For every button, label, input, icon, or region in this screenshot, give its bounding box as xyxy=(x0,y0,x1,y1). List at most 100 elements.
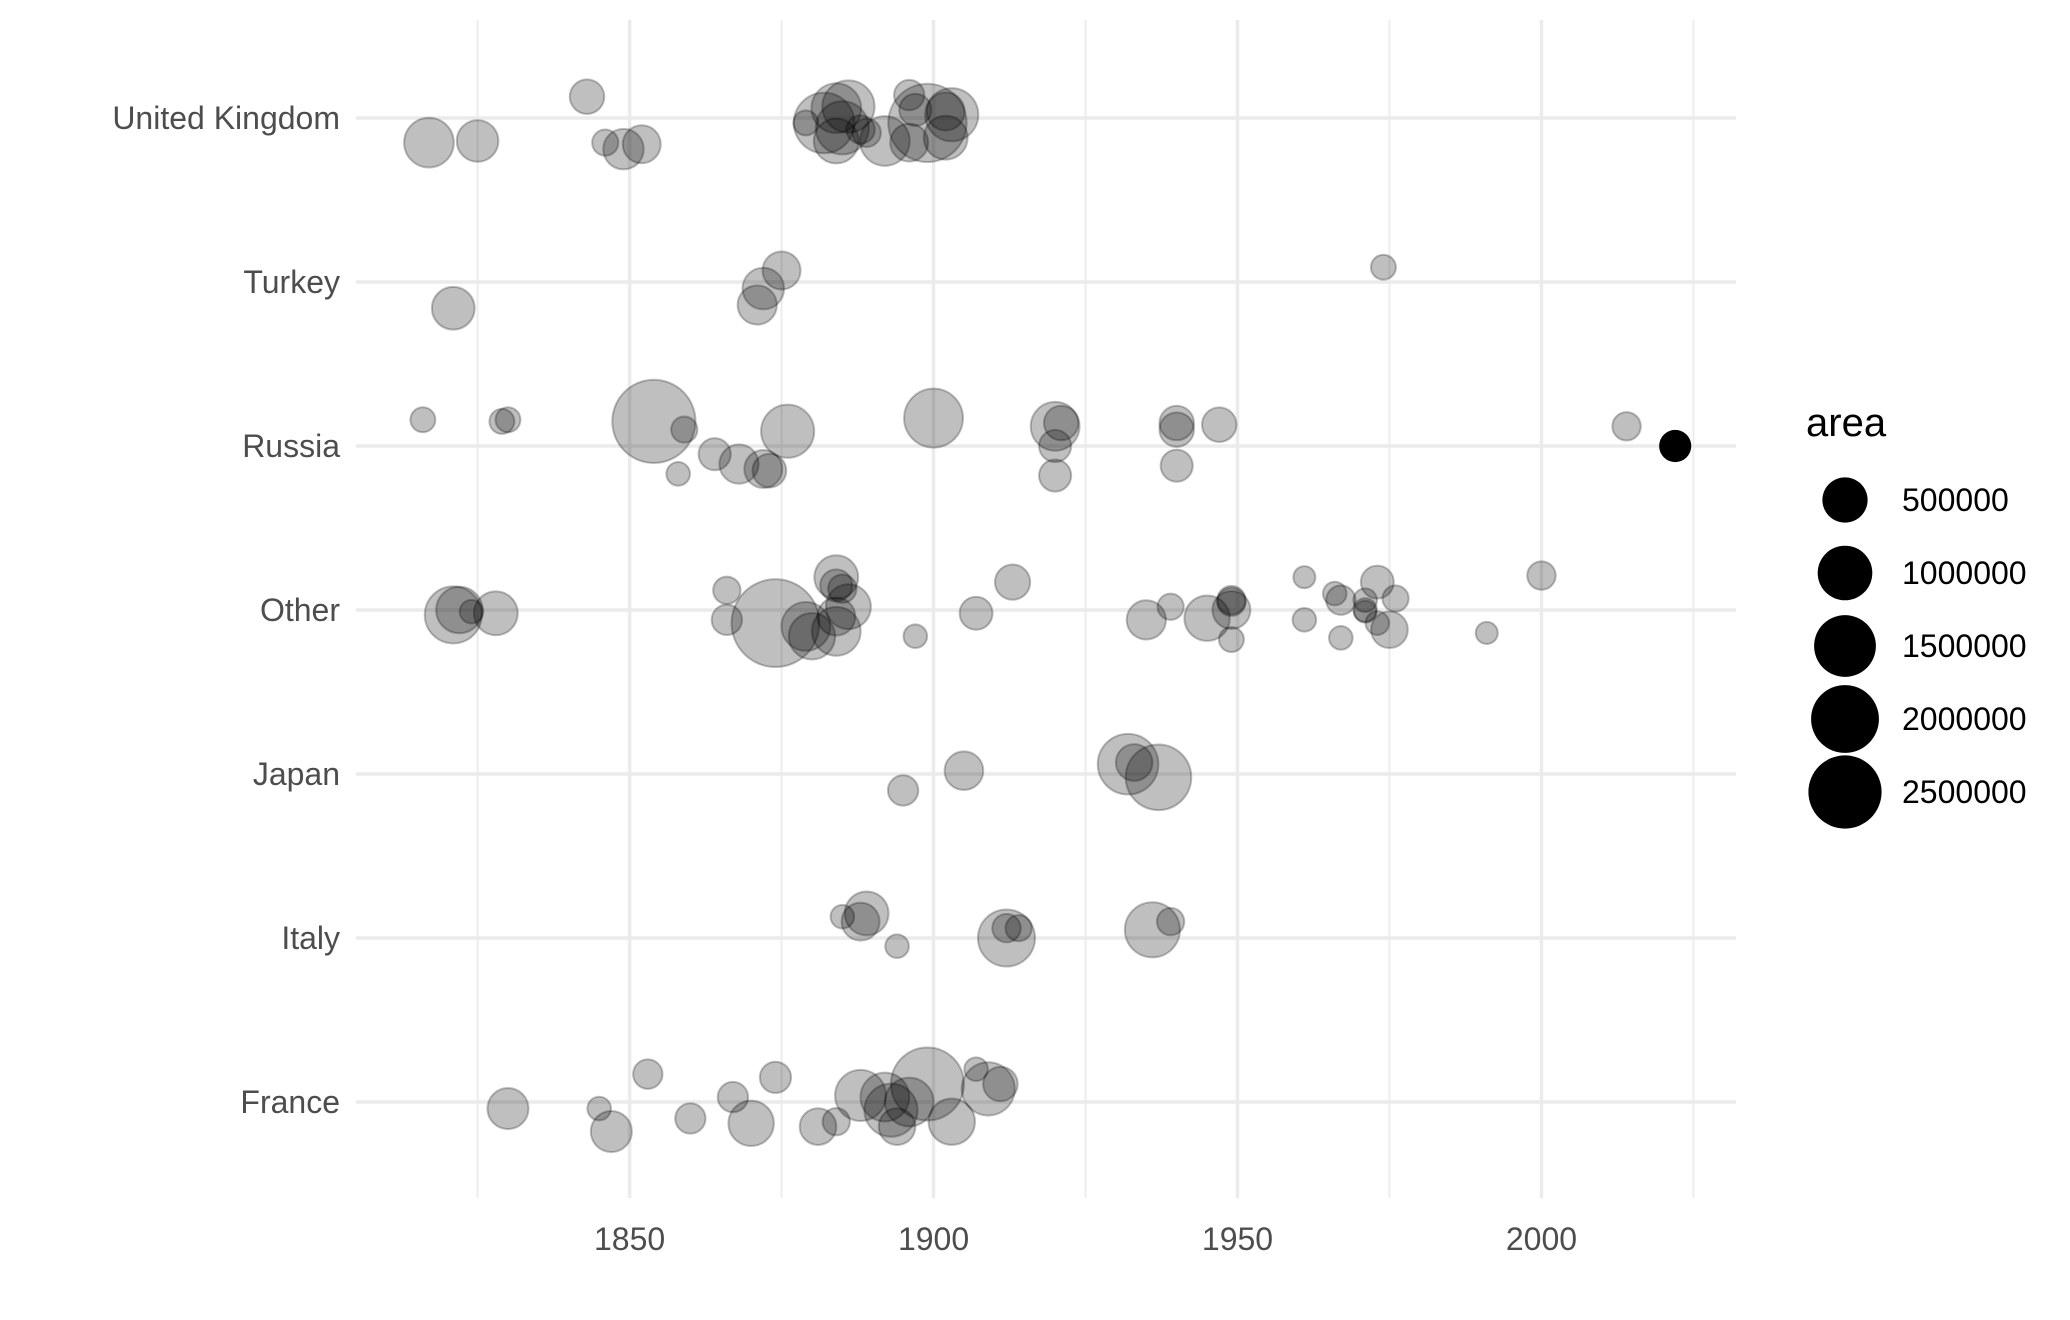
x-tick-label-2000: 2000 xyxy=(1506,1221,1577,1257)
data-point-26 xyxy=(1369,253,1397,281)
data-point-68 xyxy=(1156,592,1185,621)
y-tick-label-turkey: Turkey xyxy=(243,264,340,300)
data-point-111 xyxy=(821,1106,851,1137)
data-point-56 xyxy=(780,601,832,652)
data-point-37 xyxy=(760,403,816,459)
data-point-48 xyxy=(1659,429,1692,463)
data-point-58 xyxy=(813,554,860,601)
data-point-53 xyxy=(712,575,742,606)
data-point-107 xyxy=(716,1080,750,1114)
data-point-44 xyxy=(1158,411,1195,448)
data-point-96 xyxy=(884,933,910,960)
data-point-25 xyxy=(736,284,778,326)
data-point-30 xyxy=(611,378,697,465)
data-point-28 xyxy=(488,407,516,435)
data-point-112 xyxy=(834,1068,888,1122)
data-point-47 xyxy=(1611,411,1642,442)
data-point-50 xyxy=(435,585,484,635)
data-point-73 xyxy=(1217,626,1245,654)
data-point-4 xyxy=(602,127,645,171)
data-point-105 xyxy=(632,1058,664,1090)
size-legend: area 500000 1000000 1500000 2000000 2500000 xyxy=(1806,401,2027,829)
y-axis-tick-labels: France Italy Japan Other Russia Turkey United … xyxy=(112,100,340,1120)
data-point-82 xyxy=(1359,564,1395,600)
data-point-81 xyxy=(1353,599,1378,624)
data-point-88 xyxy=(886,774,920,807)
data-point-60 xyxy=(827,573,858,604)
data-point-86 xyxy=(1474,620,1499,645)
data-point-21 xyxy=(922,114,969,161)
data-point-61 xyxy=(824,583,872,631)
data-point-23 xyxy=(761,250,802,291)
data-point-78 xyxy=(1328,625,1354,651)
data-point-92 xyxy=(1124,743,1193,812)
x-tick-label-1950: 1950 xyxy=(1202,1221,1273,1257)
data-point-103 xyxy=(586,1095,612,1122)
x-tick-label-1900: 1900 xyxy=(898,1221,969,1257)
data-point-34 xyxy=(718,443,760,485)
data-point-9 xyxy=(821,79,876,134)
data-point-16 xyxy=(898,92,933,127)
legend-label-2500000: 2500000 xyxy=(1902,774,2027,810)
data-point-38 xyxy=(903,387,964,449)
data-point-0 xyxy=(568,78,606,115)
data-point-36 xyxy=(751,452,788,489)
data-point-115 xyxy=(877,1107,917,1146)
data-point-51 xyxy=(458,598,485,625)
data-point-11 xyxy=(814,100,870,156)
data-point-45 xyxy=(1159,448,1194,483)
data-point-95 xyxy=(840,901,881,942)
data-point-15 xyxy=(893,78,926,112)
data-point-85 xyxy=(1381,584,1410,613)
data-point-40 xyxy=(1042,404,1080,442)
data-point-120 xyxy=(960,1061,1016,1117)
legend-entries: 500000 1000000 1500000 2000000 2500000 xyxy=(1808,477,2027,829)
data-point-74 xyxy=(1292,565,1317,590)
data-point-84 xyxy=(1370,610,1409,650)
data-point-62 xyxy=(816,596,857,637)
data-point-6 xyxy=(792,109,820,137)
data-point-46 xyxy=(1200,406,1238,443)
data-point-33 xyxy=(665,461,692,487)
data-point-69 xyxy=(1183,594,1231,642)
data-point-117 xyxy=(889,1046,965,1122)
data-point-10 xyxy=(812,117,860,165)
legend-key-1000000 xyxy=(1817,545,1873,601)
data-point-29 xyxy=(494,406,522,434)
data-point-109 xyxy=(758,1060,793,1095)
data-point-54 xyxy=(710,603,744,637)
data-point-13 xyxy=(851,117,882,148)
data-point-27 xyxy=(409,406,437,434)
data-point-113 xyxy=(859,1071,911,1123)
legend-key-2000000 xyxy=(1811,685,1879,753)
y-tick-label-united-kingdom: United Kingdom xyxy=(112,100,340,136)
data-point-64 xyxy=(902,623,929,650)
data-point-39 xyxy=(1029,400,1081,452)
data-point-8 xyxy=(810,82,863,135)
data-point-77 xyxy=(1325,584,1357,616)
data-point-116 xyxy=(883,1076,935,1128)
legend-title: area xyxy=(1806,401,1887,445)
y-tick-label-other: Other xyxy=(260,592,340,628)
data-point-5 xyxy=(621,124,662,165)
data-point-87 xyxy=(1526,560,1557,591)
data-point-57 xyxy=(787,612,837,661)
data-point-94 xyxy=(843,890,890,937)
y-tick-label-russia: Russia xyxy=(242,428,340,464)
legend-label-1500000: 1500000 xyxy=(1902,628,2027,664)
data-point-102 xyxy=(486,1087,530,1131)
data-point-90 xyxy=(1096,732,1160,796)
data-point-70 xyxy=(1216,584,1247,616)
data-point-65 xyxy=(958,595,994,631)
data-point-52 xyxy=(472,590,519,637)
y-tick-label-italy: Italy xyxy=(281,920,340,956)
data-point-98 xyxy=(1004,914,1033,943)
data-point-7 xyxy=(792,91,856,155)
data-point-66 xyxy=(993,563,1032,601)
data-point-14 xyxy=(859,115,911,167)
data-point-2 xyxy=(455,119,500,163)
data-point-67 xyxy=(1125,599,1167,641)
data-point-104 xyxy=(589,1109,633,1154)
data-point-100 xyxy=(1123,901,1181,959)
data-point-75 xyxy=(1291,607,1318,633)
